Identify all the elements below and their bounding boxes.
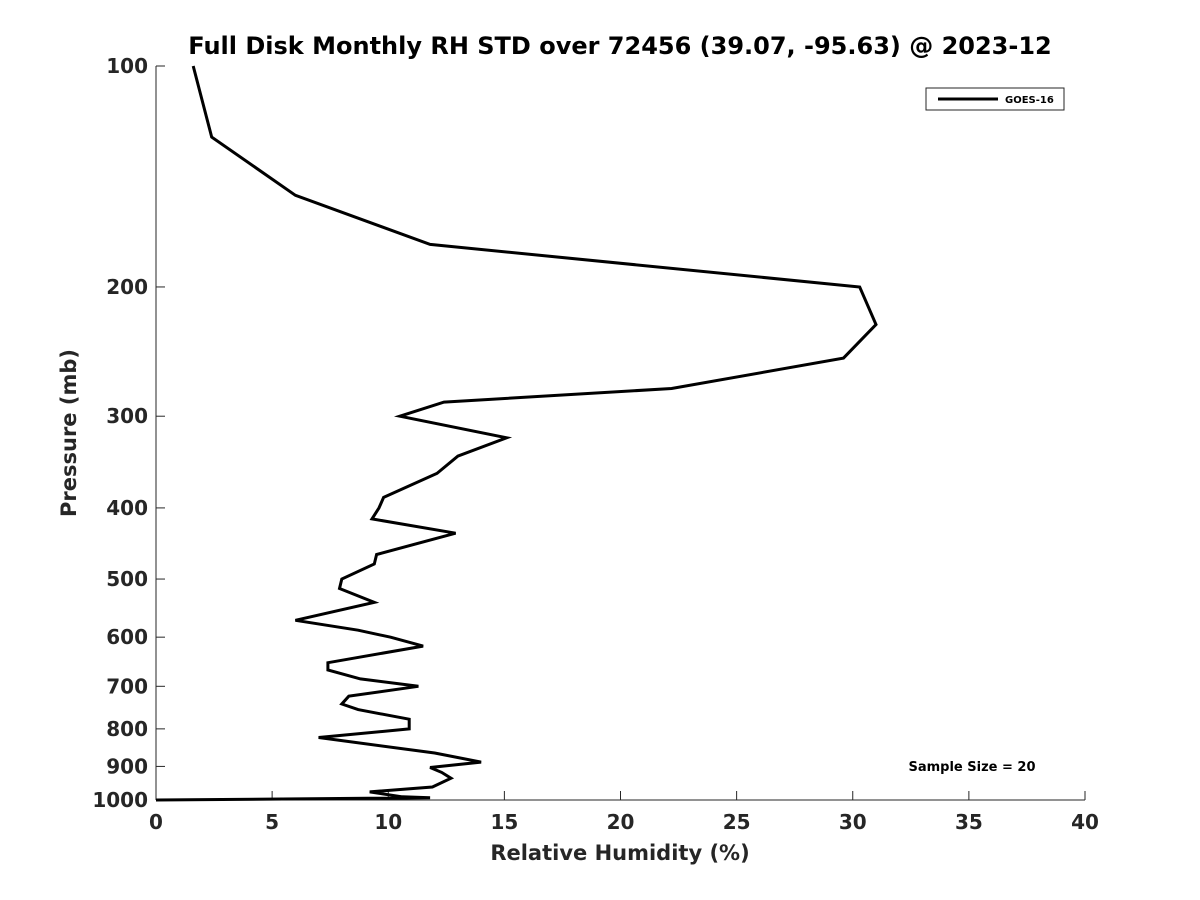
y-tick-label: 200	[106, 275, 148, 299]
y-tick-label: 800	[106, 717, 148, 741]
y-axis-label: Pressure (mb)	[57, 349, 81, 517]
x-tick-label: 25	[723, 810, 751, 834]
x-tick-label: 15	[490, 810, 518, 834]
series-layer	[155, 65, 878, 802]
x-tick-label: 20	[607, 810, 635, 834]
x-ticks: 0 5 10 15 20 25 30 35 40	[149, 791, 1099, 834]
legend-entry-goes-16: GOES-16	[1005, 95, 1054, 106]
series-line-goes-16	[155, 65, 878, 802]
y-ticks: 100 200 300 400 500 600 700 800 900 1000	[92, 54, 165, 812]
x-tick-label: 0	[149, 810, 163, 834]
x-tick-label: 5	[265, 810, 279, 834]
legend: GOES-16	[925, 87, 1065, 111]
plot-area: 0 5 10 15 20 25 30 35 40 100 200 300 400 500 600 700 80…	[92, 54, 1099, 834]
x-tick-label: 10	[374, 810, 402, 834]
y-tick-label: 500	[106, 567, 148, 591]
y-tick-label: 300	[106, 404, 148, 428]
y-tick-label: 400	[106, 496, 148, 520]
y-tick-label: 900	[106, 754, 148, 778]
y-tick-label: 100	[106, 54, 148, 78]
y-tick-label: 1000	[92, 788, 148, 812]
y-tick-label: 700	[106, 674, 148, 698]
x-tick-label: 40	[1071, 810, 1099, 834]
y-tick-label: 600	[106, 625, 148, 649]
chart-title: Full Disk Monthly RH STD over 72456 (39.…	[188, 32, 1051, 60]
x-tick-label: 35	[955, 810, 983, 834]
x-axis-label: Relative Humidity (%)	[490, 841, 749, 865]
sample-size-annotation: Sample Size = 20	[908, 760, 1035, 775]
x-tick-label: 30	[839, 810, 867, 834]
